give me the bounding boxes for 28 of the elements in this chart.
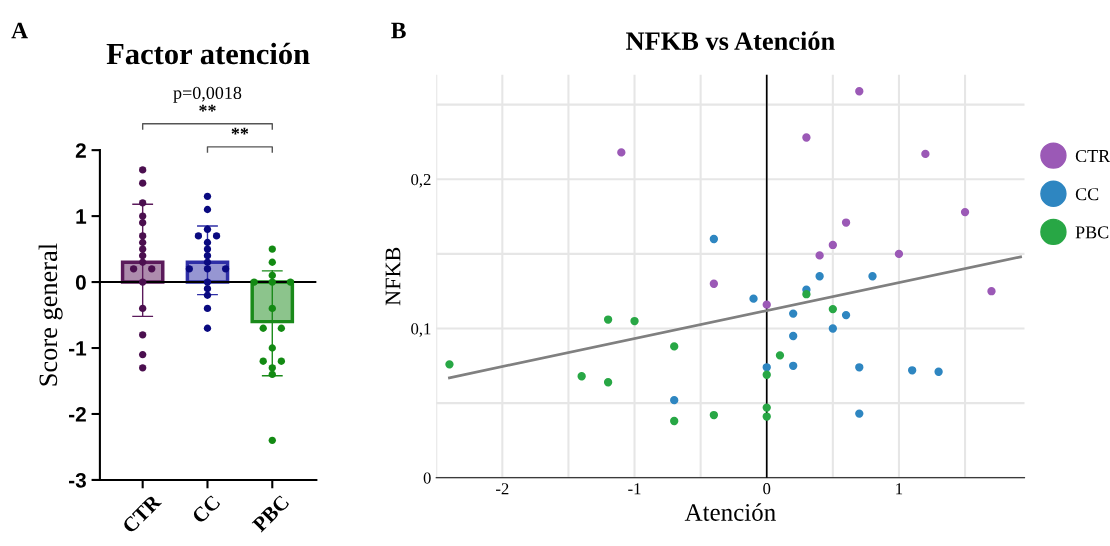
y-tick-label: 0	[423, 472, 431, 484]
legend-label: CTR	[1075, 149, 1110, 163]
text: A	[11, 22, 28, 39]
text: **	[231, 127, 249, 135]
y-tick-label: 2	[75, 143, 86, 158]
x-tick-label: -2	[496, 483, 509, 495]
y-tick-label: 1	[76, 209, 87, 224]
x-tick-label: CC	[191, 494, 221, 525]
x-tick-label: 1	[896, 483, 903, 495]
y-axis-title: Score general	[38, 243, 63, 386]
x-axis-title: Atención	[684, 503, 776, 521]
chart-title: NFKB vs Atención	[626, 31, 835, 51]
x-tick-label: CTR	[121, 493, 163, 534]
text: p=0,0018	[173, 86, 242, 103]
y-axis-title: NFKB	[385, 247, 401, 306]
y-tick-label: 0,2	[411, 173, 431, 188]
chart-title: Factor atención	[106, 42, 310, 65]
y-tick-label: -3	[69, 472, 86, 488]
x-tick-label: -1	[628, 483, 641, 495]
legend-label: CC	[1075, 188, 1099, 201]
text: B	[391, 22, 406, 39]
y-tick-label: -1	[69, 341, 87, 356]
text: **	[199, 104, 216, 112]
y-tick-label: 0,1	[411, 323, 431, 337]
y-tick-label: -2	[69, 406, 86, 422]
legend-label: PBC	[1075, 226, 1109, 239]
x-tick-label: 0	[763, 483, 771, 495]
y-tick-label: 0	[75, 275, 86, 290]
